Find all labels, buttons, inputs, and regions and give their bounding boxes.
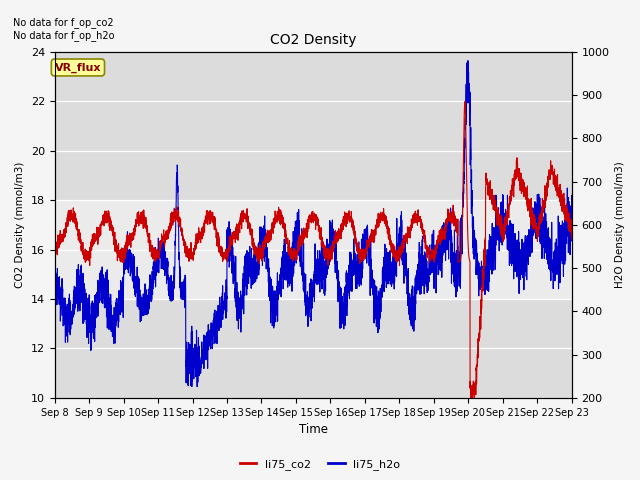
Legend: li75_co2, li75_h2o: li75_co2, li75_h2o [235, 455, 405, 474]
Text: No data for f_op_co2
No data for f_op_h2o: No data for f_op_co2 No data for f_op_h2… [13, 17, 115, 41]
X-axis label: Time: Time [299, 423, 328, 436]
Y-axis label: CO2 Density (mmol/m3): CO2 Density (mmol/m3) [15, 162, 25, 288]
Text: VR_flux: VR_flux [54, 62, 101, 72]
Title: CO2 Density: CO2 Density [270, 33, 356, 47]
Bar [54, 200, 572, 299]
Y-axis label: H2O Density (mmol/m3): H2O Density (mmol/m3) [615, 162, 625, 288]
